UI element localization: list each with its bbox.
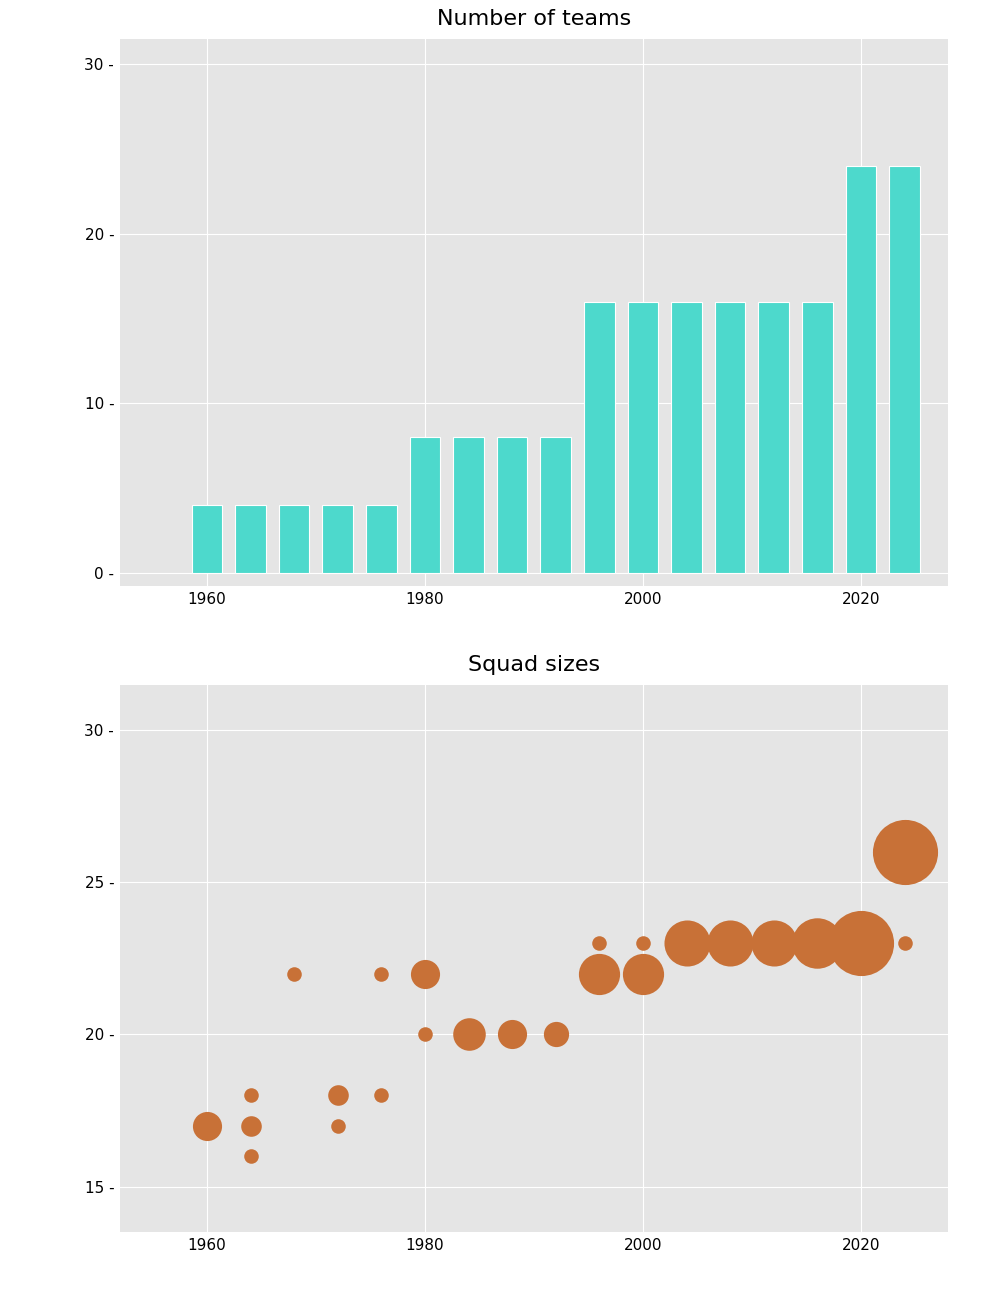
Point [460, 1025, 476, 1045]
Bar [322, 505, 353, 573]
Point [548, 1025, 564, 1045]
Point [329, 1115, 345, 1136]
Point [635, 933, 651, 953]
Point [635, 964, 651, 984]
Bar [409, 437, 440, 573]
Point [504, 1025, 520, 1045]
Title: Squad sizes: Squad sizes [468, 655, 600, 674]
Point [723, 933, 739, 953]
Bar [802, 302, 832, 573]
Point [329, 1084, 345, 1105]
Bar [758, 302, 789, 573]
Bar [889, 166, 920, 573]
Bar [366, 505, 396, 573]
Point [243, 1115, 258, 1136]
Point [809, 933, 825, 953]
Bar [584, 302, 615, 573]
Point [592, 933, 608, 953]
Point [896, 842, 912, 863]
Point [243, 1145, 258, 1166]
Bar [845, 166, 876, 573]
Bar [672, 302, 702, 573]
Bar [453, 437, 484, 573]
Bar [628, 302, 658, 573]
Point [896, 933, 912, 953]
Point [373, 964, 389, 984]
Bar [497, 437, 527, 573]
Title: Number of teams: Number of teams [437, 9, 631, 29]
Point [286, 964, 302, 984]
Bar [715, 302, 746, 573]
Point [592, 964, 608, 984]
Point [417, 1025, 433, 1045]
Point [853, 933, 869, 953]
Bar [278, 505, 309, 573]
Bar [541, 437, 571, 573]
Point [679, 933, 695, 953]
Point [417, 964, 433, 984]
Point [765, 933, 781, 953]
Point [199, 1115, 215, 1136]
Point [373, 1084, 389, 1105]
Point [243, 1084, 258, 1105]
Bar [192, 505, 223, 573]
Bar [236, 505, 265, 573]
